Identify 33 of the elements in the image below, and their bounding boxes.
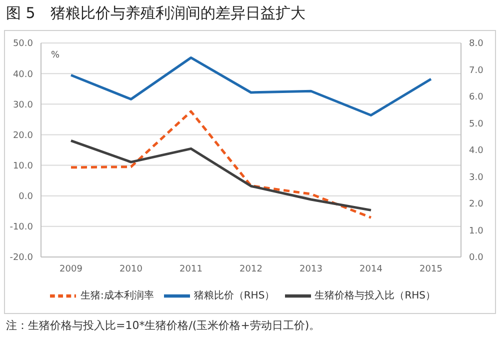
- y-tick-label: 40.0: [12, 70, 34, 80]
- y2-tick-label: 7.0: [469, 66, 484, 76]
- legend-label: 生猪:成本利润率: [80, 290, 154, 302]
- legend-label: 生猪价格与投入比（RHS）: [314, 290, 436, 302]
- y-tick-label: -10.0: [10, 222, 34, 233]
- y2-tick-label: 6.0: [469, 92, 484, 103]
- x-tick-label: 2010: [120, 264, 143, 274]
- y2-tick-label: 2.0: [469, 200, 484, 210]
- line-series: [70, 56, 432, 116]
- y-tick-label: 0.0: [18, 192, 34, 202]
- y2-tick-label: 1.0: [469, 226, 484, 236]
- y2-tick-label: 8.0: [469, 39, 484, 50]
- x-tick-label: 2014: [360, 264, 383, 274]
- y-axis-title: %: [51, 50, 60, 60]
- y-tick-label: -20.0: [10, 253, 34, 264]
- x-tick-label: 2013: [300, 264, 322, 274]
- line-series: [70, 139, 372, 212]
- legend-label: 猪粮比价（RHS）: [194, 290, 275, 302]
- chart-title: 图 5 猪粮比价与养殖利润间的差异日益扩大: [6, 4, 306, 23]
- y-tick-label: 30.0: [12, 100, 34, 110]
- y2-tick-label: 3.0: [469, 172, 484, 183]
- y-tick-label: 10.0: [12, 161, 34, 172]
- text: 注：生猪价格与投入比=10*生猪价格/(玉米价格+劳动日工价)。: [6, 318, 320, 333]
- y2-tick-label: 4.0: [469, 146, 484, 156]
- y2-tick-label: 5.0: [469, 119, 484, 130]
- y-tick-label: 20.0: [12, 130, 34, 141]
- line-series: [70, 110, 372, 219]
- x-tick-label: 2011: [180, 264, 202, 274]
- x-tick-label: 2009: [60, 264, 83, 274]
- x-tick-label: 2012: [240, 264, 262, 274]
- x-tick-label: 2015: [420, 264, 442, 274]
- y-tick-label: 50.0: [12, 39, 34, 50]
- y2-tick-label: 0.0: [469, 253, 484, 264]
